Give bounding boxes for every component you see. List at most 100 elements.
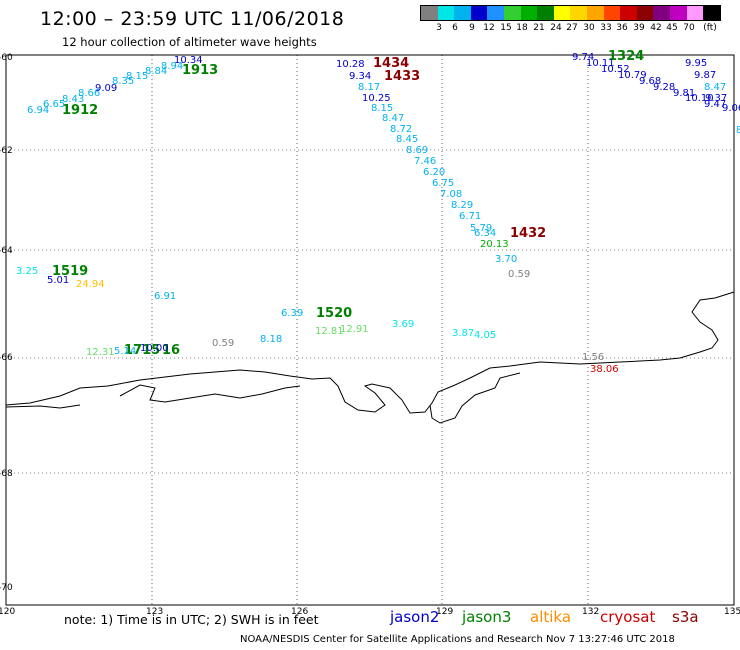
pass-time-label: 1520 [316,306,352,321]
y-tick-label: -68 [0,469,13,479]
swh-value-label: 8.17 [358,82,380,93]
swh-value-label: 9.74 [572,52,594,63]
swh-value-label: 0.59 [508,269,530,280]
swh-value-label: 3.70 [495,254,517,265]
swh-value-label: 38.06 [590,364,619,375]
legend-swatch [437,6,455,20]
swh-value-label: 6.91 [154,291,176,302]
swh-value-label: 8.47 [704,82,726,93]
pass-time-label: 1715 [124,343,160,358]
x-tick-label: 120 [0,607,15,617]
swh-value-label: 9.95 [685,58,707,69]
swh-value-label: 10.79 [618,70,647,81]
swh-value-label: 10.28 [336,59,365,70]
legend-label: 27 [566,23,578,33]
legend-swatch [669,6,687,20]
pass-time-label: 1913 [182,63,218,78]
pass-time-label: 1519 [52,264,88,279]
legend-swatch [470,6,488,20]
swh-value-label: 1.56 [582,352,604,363]
swh-value-label: 9.37 [705,93,727,104]
antarctic-coastline [5,291,735,414]
x-tick-label: 123 [146,607,163,617]
satellite-name: altika [530,608,572,626]
y-tick-label: -64 [0,246,13,256]
swh-value-label: 3.87 [452,328,474,339]
swh-value-label: 8.69 [406,145,428,156]
swh-value-label: 24.94 [76,279,105,290]
legend-swatch [636,6,654,20]
coastline-shelf [429,372,521,424]
swh-value-label: 10.00 [140,343,169,354]
chart-title: 12:00 – 23:59 UTC 11/06/2018 [40,8,345,30]
swh-value-label: 8.45 [396,134,418,145]
legend-swatch [487,6,504,20]
satellite-name: jason3 [462,608,512,626]
pass-time-label: 1912 [62,103,98,118]
legend-label: 24 [550,23,562,33]
x-tick-label: 132 [582,607,599,617]
legend-label: 3 [436,23,442,33]
legend-swatch [586,6,604,20]
grid-lines [6,55,734,605]
swh-value-label: 4.05 [474,330,496,341]
x-tick-label: 129 [436,607,453,617]
legend-swatch [686,6,704,20]
coastline-lower [5,404,81,409]
swh-value-label: 10.52 [601,64,630,75]
legend-swatch [503,6,521,20]
legend-label: 33 [600,23,612,33]
pass-time-label: 1432 [510,226,546,241]
swh-value-label: 8.66 [78,88,100,99]
legend-label: 21 [533,23,545,33]
map-frame [5,54,735,606]
swh-value-label: 9.87 [694,70,716,81]
swh-value-label: 9.34 [349,71,371,82]
legend-swatch [537,6,554,20]
swh-value-label: 8.35 [112,76,134,87]
legend-label: 70 [683,23,695,33]
x-tick-label: 135 [724,607,740,617]
swh-value-label: 8.94 [161,61,183,72]
legend-swatch [603,6,621,20]
swh-value-label: 9.06 [722,103,740,114]
swh-value-label: 9.68 [639,76,661,87]
swh-value-label: 6.39 [281,308,303,319]
legend-swatches [420,5,721,21]
legend-unit: (ft) [703,23,717,33]
swh-value-label: 7.46 [414,156,436,167]
swh-value-label: 9.09 [95,83,117,94]
credit-line: NOAA/NESDIS Center for Satellite Applica… [240,634,675,645]
swh-value-label: 6.71 [459,211,481,222]
swh-value-label: 6.75 [432,178,454,189]
swh-value-label: 8.15 [126,71,148,82]
legend-swatch [454,6,471,20]
swh-value-label: 10.10 [685,93,714,104]
satellite-name: cryosat [600,608,656,626]
swh-value-label: 5.14 [114,346,136,357]
swh-value-label: 8.47 [382,113,404,124]
pass-time-label: 16 [162,343,180,358]
swh-value-label: 8.72 [390,124,412,135]
swh-value-label: 9.81 [673,88,695,99]
swh-value-label: 0.59 [212,338,234,349]
swh-value-label: 8.29 [451,200,473,211]
pass-time-label: 1433 [384,69,420,84]
footnote: note: 1) Time is in UTC; 2) SWH is in fe… [64,612,319,627]
swh-value-label: 8.43 [62,94,84,105]
y-tick-label: -66 [0,353,13,363]
pass-time-label: 1434 [373,56,409,71]
legend-label: 36 [616,23,628,33]
legend-label: 15 [500,23,512,33]
swh-value-label: 7.08 [440,189,462,200]
swh-value-label: 12.31 [86,347,115,358]
swh-value-label: 12.81 [315,326,344,337]
legend-label: 39 [633,23,645,33]
swh-value-label: 12.91 [340,324,369,335]
swh-value-label: 10.11 [586,58,615,69]
y-tick-label: -62 [0,146,13,156]
swh-value-label: 9.28 [653,82,675,93]
swh-value-label: 10.25 [362,93,391,104]
swh-value-label: 8.18 [260,334,282,345]
